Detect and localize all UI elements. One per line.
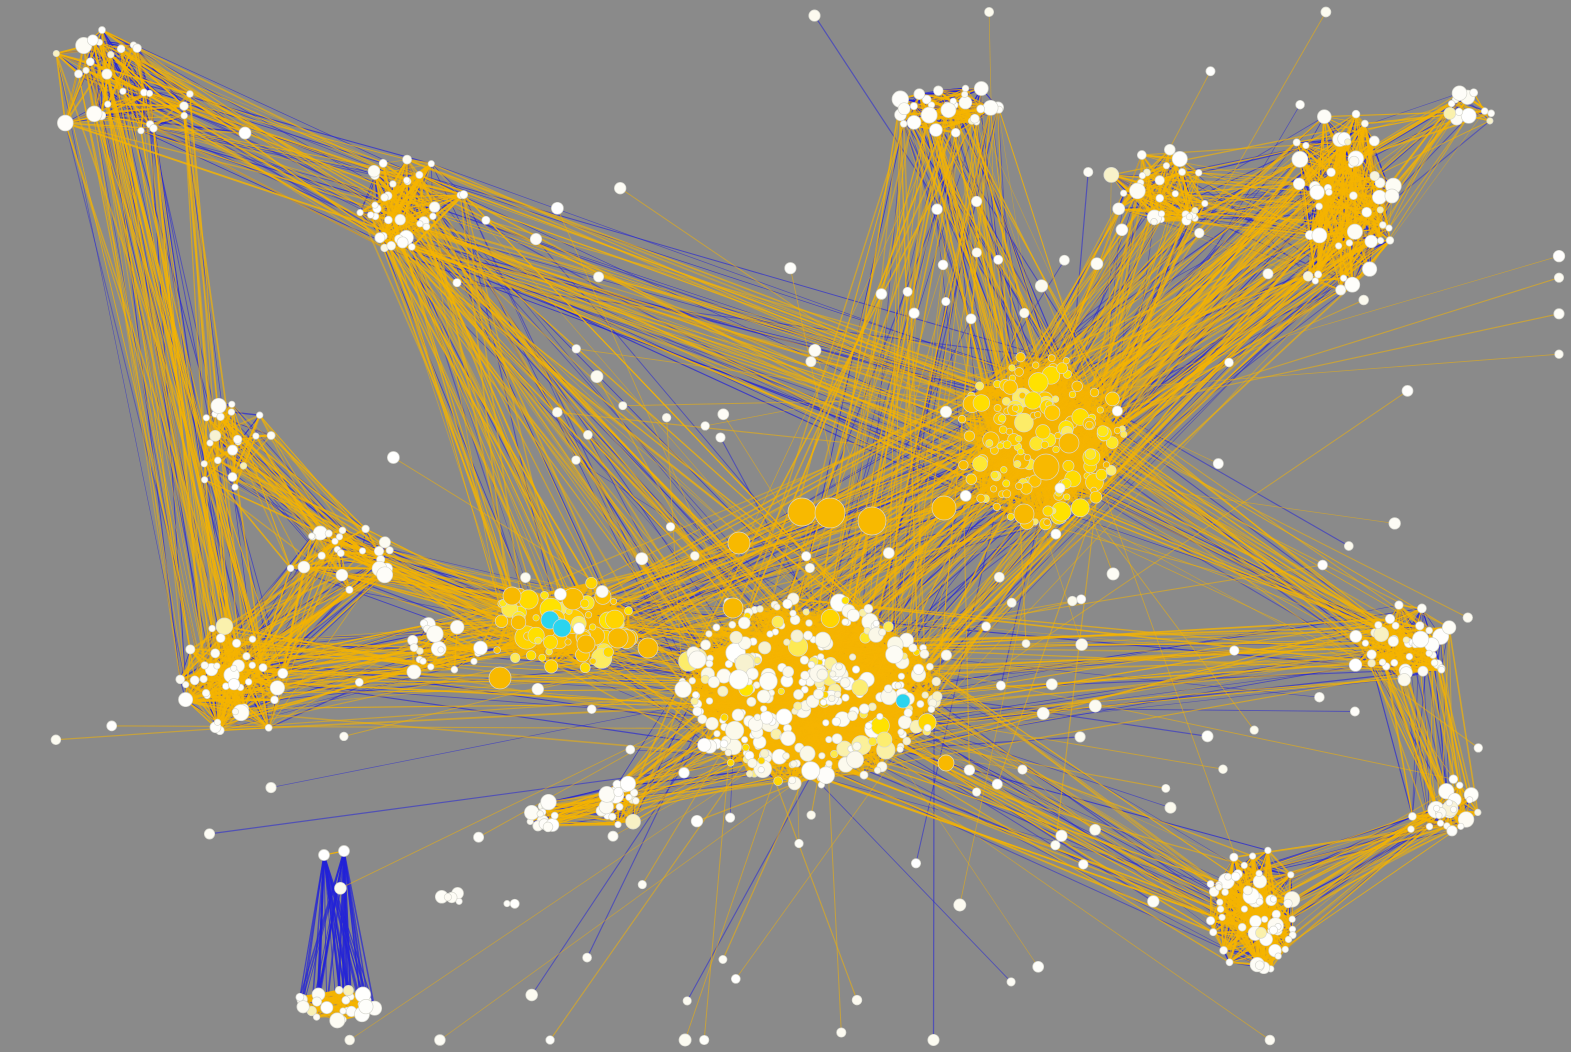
graph-edge-blue [215, 661, 475, 728]
graph-edge-blue [153, 127, 376, 176]
graph-edge-yellow [55, 52, 80, 75]
graph-edge-blue [316, 850, 345, 1002]
graph-edge-yellow [203, 463, 236, 488]
graph-edge-blue [179, 649, 191, 680]
graph-edge-yellow [179, 678, 270, 729]
graph-edge-blue [821, 784, 1012, 983]
graph-edge-blue [101, 29, 461, 196]
graph-edge-blue [937, 695, 1208, 737]
graph-edge-blue [316, 854, 325, 1002]
graph-edge-blue [323, 854, 344, 1012]
graph-edge-blue [341, 850, 346, 1012]
graph-edge-blue [398, 238, 609, 653]
graph-edge-yellow [110, 54, 150, 94]
graph-edge-blue [299, 854, 325, 998]
graph-edge-blue [209, 757, 768, 835]
graph-edge-blue [343, 850, 367, 1007]
graph-edge-blue [1043, 463, 1418, 645]
graph-edge-yellow [152, 93, 191, 130]
graph-edge-yellow [64, 54, 112, 124]
graph-edge-yellow [186, 700, 218, 723]
graph-edge-blue [323, 854, 367, 1007]
graph-edge-blue [1409, 656, 1430, 827]
graph-edge-blue [460, 194, 1028, 458]
graph-edge-blue [183, 115, 253, 640]
graph-edge-blue [122, 91, 284, 674]
graph-edge-blue [1391, 115, 1470, 197]
graph-edge-yellow [64, 40, 94, 124]
graph-edge-blue [140, 130, 392, 247]
graph-edge-blue [217, 568, 388, 723]
graph-edge-yellow [64, 70, 87, 124]
graph-edge-yellow [55, 53, 67, 124]
graph-edge-blue [686, 755, 823, 1002]
graph-edge-yellow [184, 649, 192, 700]
graph-edge-yellow [110, 54, 246, 134]
graph-edge-blue [219, 661, 475, 731]
graph-edge-yellow [98, 41, 145, 93]
graph-edge-blue [343, 850, 376, 1009]
graph-edge-blue [231, 411, 260, 416]
graph-edge-yellow [219, 727, 269, 731]
graph-edge-blue [325, 850, 345, 1008]
graph-edge-blue [302, 854, 325, 1007]
graph-edge-blue [56, 53, 186, 685]
graph-edge-blue [912, 190, 1317, 649]
graph-edge-blue [302, 850, 345, 1007]
graph-edge-blue [872, 706, 1355, 712]
graph-edge-blue [323, 854, 328, 1008]
graph-edge-yellow [98, 41, 124, 92]
graph-edge-blue [1371, 663, 1413, 817]
graph-edge-blue [628, 371, 1020, 611]
graph-edge-blue [932, 701, 935, 1041]
graph-edge-yellow [214, 414, 261, 437]
graph-edge-blue [214, 435, 350, 591]
